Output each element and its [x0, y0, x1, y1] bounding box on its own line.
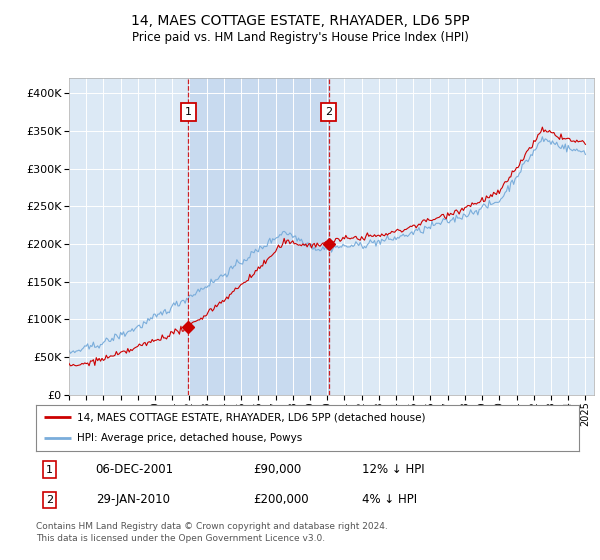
Text: HPI: Average price, detached house, Powys: HPI: Average price, detached house, Powy… — [77, 433, 302, 444]
Text: Price paid vs. HM Land Registry's House Price Index (HPI): Price paid vs. HM Land Registry's House … — [131, 31, 469, 44]
Bar — [188, 78, 329, 395]
Text: 1: 1 — [46, 465, 53, 475]
Text: 14, MAES COTTAGE ESTATE, RHAYADER, LD6 5PP: 14, MAES COTTAGE ESTATE, RHAYADER, LD6 5… — [131, 14, 469, 28]
Text: 2: 2 — [325, 108, 332, 117]
Text: 29-JAN-2010: 29-JAN-2010 — [96, 493, 170, 506]
Text: 06-DEC-2001: 06-DEC-2001 — [96, 463, 174, 476]
Text: 14, MAES COTTAGE ESTATE, RHAYADER, LD6 5PP (detached house): 14, MAES COTTAGE ESTATE, RHAYADER, LD6 5… — [77, 412, 425, 422]
Text: £200,000: £200,000 — [253, 493, 309, 506]
Text: 12% ↓ HPI: 12% ↓ HPI — [362, 463, 424, 476]
Text: 2: 2 — [46, 495, 53, 505]
Text: £90,000: £90,000 — [253, 463, 301, 476]
Text: 1: 1 — [185, 108, 191, 117]
Text: Contains HM Land Registry data © Crown copyright and database right 2024.
This d: Contains HM Land Registry data © Crown c… — [36, 522, 388, 543]
Text: 4% ↓ HPI: 4% ↓ HPI — [362, 493, 417, 506]
